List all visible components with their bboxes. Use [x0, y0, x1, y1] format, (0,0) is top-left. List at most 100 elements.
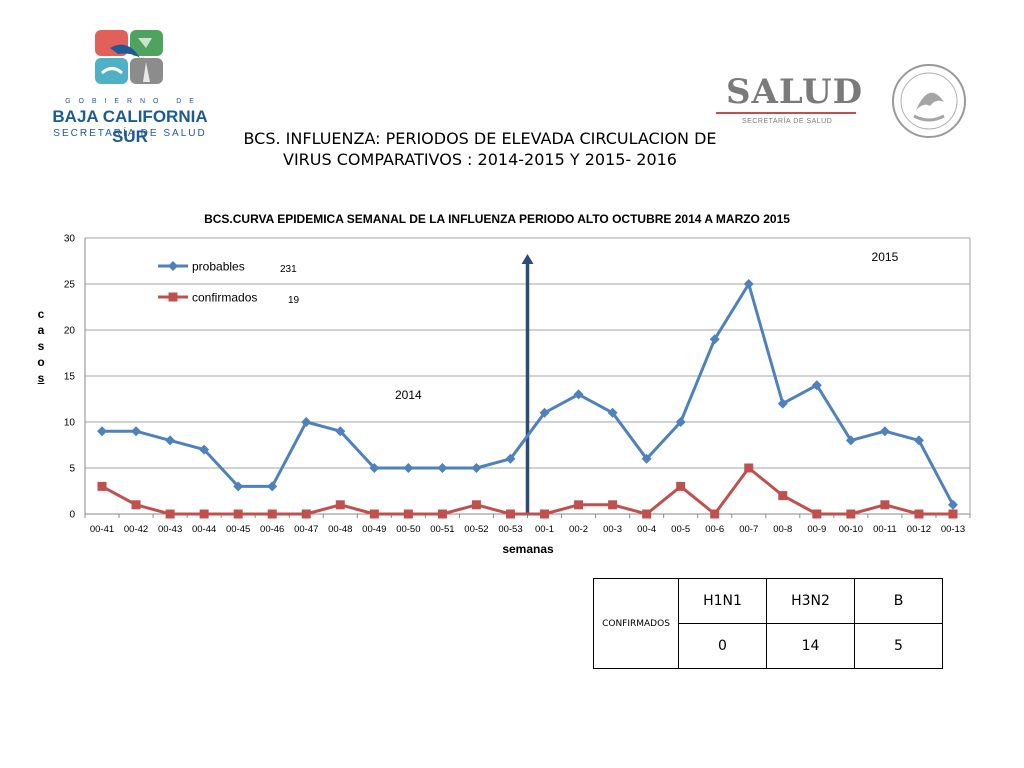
data-point-confirmados — [97, 481, 107, 491]
x-tick-label: 00-49 — [362, 524, 386, 535]
data-point-confirmados — [437, 509, 447, 519]
data-point-probables — [641, 453, 652, 464]
x-tick-label: 00-2 — [569, 524, 588, 535]
y-tick-label: 25 — [64, 280, 76, 291]
data-point-probables — [369, 463, 380, 473]
salud-logo-sub: SECRETARÍA DE SALUD — [742, 118, 833, 125]
data-point-probables — [199, 444, 210, 455]
x-tick-label: 00-5 — [671, 524, 690, 535]
y-axis-label-letter: c — [37, 307, 45, 321]
x-tick-label: 00-4 — [637, 524, 656, 535]
chart-legend: probables 231 confirmados 19 — [158, 260, 300, 306]
data-point-probables — [233, 481, 244, 492]
y-tick-label: 0 — [69, 510, 75, 521]
data-point-confirmados — [608, 500, 618, 510]
state-name: BAJA CALIFORNIA SUR — [52, 107, 208, 146]
y-axis-label-letter: a — [37, 323, 45, 337]
annotation-label: 2014 — [395, 388, 422, 402]
national-seal — [890, 62, 968, 140]
legend-total: 19 — [288, 295, 300, 306]
table-row-label: CONFIRMADOS — [593, 578, 679, 669]
table-value-h3n2: 14 — [766, 623, 855, 669]
data-point-confirmados — [335, 500, 345, 510]
data-point-probables — [505, 453, 516, 464]
chart-series — [97, 279, 958, 519]
x-tick-label: 00-9 — [807, 524, 826, 535]
period-divider — [521, 254, 534, 514]
data-point-confirmados — [574, 500, 584, 510]
data-point-probables — [913, 435, 924, 446]
x-axis-label: semanas — [502, 542, 554, 556]
y-axis-label-letter: o — [37, 355, 45, 369]
salud-logo-text: SALUD — [726, 72, 864, 112]
data-point-confirmados — [676, 481, 686, 491]
baja-california-sur-logo: G O B I E R N O D E BAJA CALIFORNIA SUR … — [40, 28, 220, 146]
table-header-h3n2: H3N2 — [766, 578, 855, 624]
x-tick-label: 00-13 — [941, 524, 965, 535]
x-tick-label: 00-6 — [705, 524, 724, 535]
x-tick-label: 00-46 — [260, 524, 284, 535]
legend-marker — [168, 261, 178, 271]
data-point-confirmados — [369, 509, 379, 519]
divider-arrowhead — [521, 254, 534, 264]
y-axis-ticks: 0 5 10 15 20 25 30 — [64, 234, 76, 521]
data-point-probables — [777, 398, 788, 409]
data-point-probables — [947, 499, 958, 510]
data-point-confirmados — [403, 509, 413, 519]
data-point-probables — [845, 435, 856, 446]
y-axis-label-letter: s — [37, 339, 45, 353]
data-point-confirmados — [267, 509, 277, 519]
series-line-confirmados — [101, 466, 953, 516]
data-point-confirmados — [471, 500, 481, 510]
table-header-b: B — [854, 578, 943, 624]
x-tick-label: 00-44 — [192, 524, 216, 535]
x-tick-label: 00-8 — [773, 524, 792, 535]
data-point-probables — [607, 407, 618, 418]
data-point-probables — [403, 463, 414, 473]
legend-total: 231 — [280, 264, 297, 275]
data-point-confirmados — [880, 500, 890, 510]
data-point-probables — [573, 389, 584, 400]
data-point-probables — [131, 426, 142, 437]
data-point-confirmados — [948, 509, 958, 519]
data-point-confirmados — [744, 463, 754, 473]
data-point-confirmados — [914, 509, 924, 519]
data-point-probables — [811, 380, 822, 391]
x-tick-label: 00-45 — [226, 524, 250, 535]
x-tick-label: 00-43 — [158, 524, 182, 535]
legend-marker — [168, 292, 178, 302]
data-point-probables — [709, 334, 720, 345]
table-value-h1n1: 0 — [678, 623, 767, 669]
data-point-probables — [675, 417, 686, 427]
chart-annotations: 2014 2015 — [395, 250, 899, 402]
x-tick-label: 00-47 — [294, 524, 318, 535]
x-tick-label: 00-48 — [328, 524, 352, 535]
x-tick-label: 00-12 — [907, 524, 931, 535]
series-line-probables — [102, 282, 955, 506]
data-point-confirmados — [642, 509, 652, 519]
data-point-probables — [471, 463, 482, 473]
data-point-probables — [335, 426, 346, 437]
x-axis-ticks: 00-41 00-42 00-43 00-44 00-45 00-46 00-47 00-48… — [84, 514, 971, 535]
x-tick-label: 00-3 — [603, 524, 622, 535]
gov-line: G O B I E R N O D E — [65, 98, 197, 105]
y-axis-label-letter: s — [37, 371, 45, 385]
page-title-line1: BCS. INFLUENZA: PERIODOS DE ELEVADA CIRC… — [243, 129, 717, 148]
data-point-probables — [437, 463, 448, 473]
data-point-confirmados — [233, 509, 243, 519]
data-point-probables — [97, 426, 108, 437]
y-tick-label: 15 — [64, 372, 76, 383]
eagle-seal-icon — [892, 64, 966, 138]
data-point-probables — [267, 481, 278, 492]
data-point-confirmados — [846, 509, 856, 519]
data-point-probables — [165, 435, 176, 446]
salud-logo-rule — [716, 112, 856, 114]
table-value-b: 5 — [854, 623, 943, 669]
x-tick-label: 00-42 — [124, 524, 148, 535]
data-point-confirmados — [505, 509, 515, 519]
chart-title: BCS.CURVA EPIDEMICA SEMANAL DE LA INFLUE… — [204, 212, 790, 226]
confirmed-table: CONFIRMADOS H1N1 H3N2 B 0 14 5 — [593, 578, 943, 669]
data-point-confirmados — [165, 509, 175, 519]
x-tick-label: 00-53 — [498, 524, 522, 535]
data-point-confirmados — [540, 509, 550, 519]
